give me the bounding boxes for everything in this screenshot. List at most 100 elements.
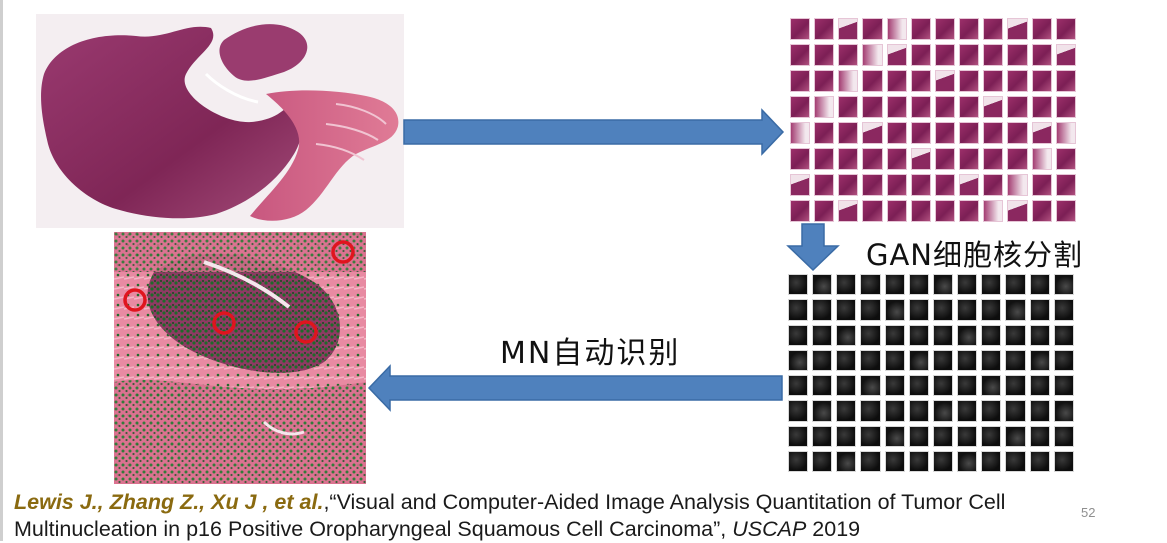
seg-tile [1029,400,1050,422]
seg-tile [981,450,1002,472]
seg-tile [981,400,1002,422]
tile [886,174,907,196]
seg-tile [884,450,905,472]
seg-tile [1029,274,1050,296]
seg-tile [812,425,833,447]
seg-tile [981,324,1002,346]
seg-tile [957,274,978,296]
tile [1031,174,1052,196]
tile [934,148,956,170]
seg-tile [860,349,881,371]
seg-tile [1005,375,1026,397]
tile [959,18,980,40]
tile [983,96,1004,118]
tile [983,44,1004,66]
tile [862,70,883,92]
tile [886,148,907,170]
tile [910,96,931,118]
seg-tile [908,400,929,422]
tile [838,148,859,170]
citation-venue: USCAP [732,517,807,541]
tile [886,18,907,40]
seg-tile [981,349,1002,371]
tile [886,44,907,66]
tile [1031,96,1052,118]
seg-tile [860,400,881,422]
tile [790,148,811,170]
tile [1055,200,1076,222]
annotated-tissue-image [114,232,366,484]
tile [959,70,980,92]
tile [959,148,980,170]
seg-tile [1029,299,1050,321]
seg-tile [1005,349,1026,371]
tile [790,96,811,118]
seg-tile [908,324,929,346]
tile [934,122,956,144]
seg-tile [1029,450,1050,472]
tile [1007,96,1028,118]
tile [1031,70,1052,92]
tile [886,96,907,118]
seg-tile [860,425,881,447]
tile [959,174,980,196]
seg-tile [836,274,857,296]
seg-tile [1005,450,1026,472]
tile [1055,122,1076,144]
tile [886,200,907,222]
tile [790,70,811,92]
seg-tile [1029,375,1050,397]
tile [934,18,956,40]
seg-tile [812,274,833,296]
seg-tile [884,324,905,346]
seg-tile [908,349,929,371]
seg-tile [981,425,1002,447]
seg-tile [836,425,857,447]
arrow-right-icon [403,108,785,156]
seg-tile [981,299,1002,321]
seg-tile [812,299,833,321]
tile [790,44,811,66]
tile [983,70,1004,92]
seg-tile [884,425,905,447]
seg-tile [788,425,809,447]
seg-tile [957,324,978,346]
seg-tile [812,400,833,422]
tile [959,96,980,118]
tile [1031,148,1052,170]
mn-detection-circle [331,240,355,264]
seg-tile [1005,425,1026,447]
tile [983,122,1004,144]
seg-tile [884,274,905,296]
tile [862,44,883,66]
tile [862,200,883,222]
tile [934,44,956,66]
seg-tile [860,375,881,397]
tile [983,174,1004,196]
tile [1007,200,1028,222]
tile [838,122,859,144]
seg-tile [836,299,857,321]
seg-tile [812,375,833,397]
tile [1055,148,1076,170]
gan-segmentation-label: GAN细胞核分割 [866,238,1084,272]
tile [1055,44,1076,66]
tile [910,70,931,92]
seg-tile [957,425,978,447]
seg-tile [1053,375,1074,397]
seg-tile [812,324,833,346]
seg-tile [860,274,881,296]
seg-tile [932,450,954,472]
seg-tile [932,425,954,447]
tile [1007,122,1028,144]
seg-tile [932,274,954,296]
tile [1055,174,1076,196]
seg-tile [957,400,978,422]
seg-tile [932,299,954,321]
tile [790,122,811,144]
seg-tile [1053,425,1074,447]
seg-tile [908,450,929,472]
tile [1007,174,1028,196]
tile [959,122,980,144]
seg-tile [981,375,1002,397]
